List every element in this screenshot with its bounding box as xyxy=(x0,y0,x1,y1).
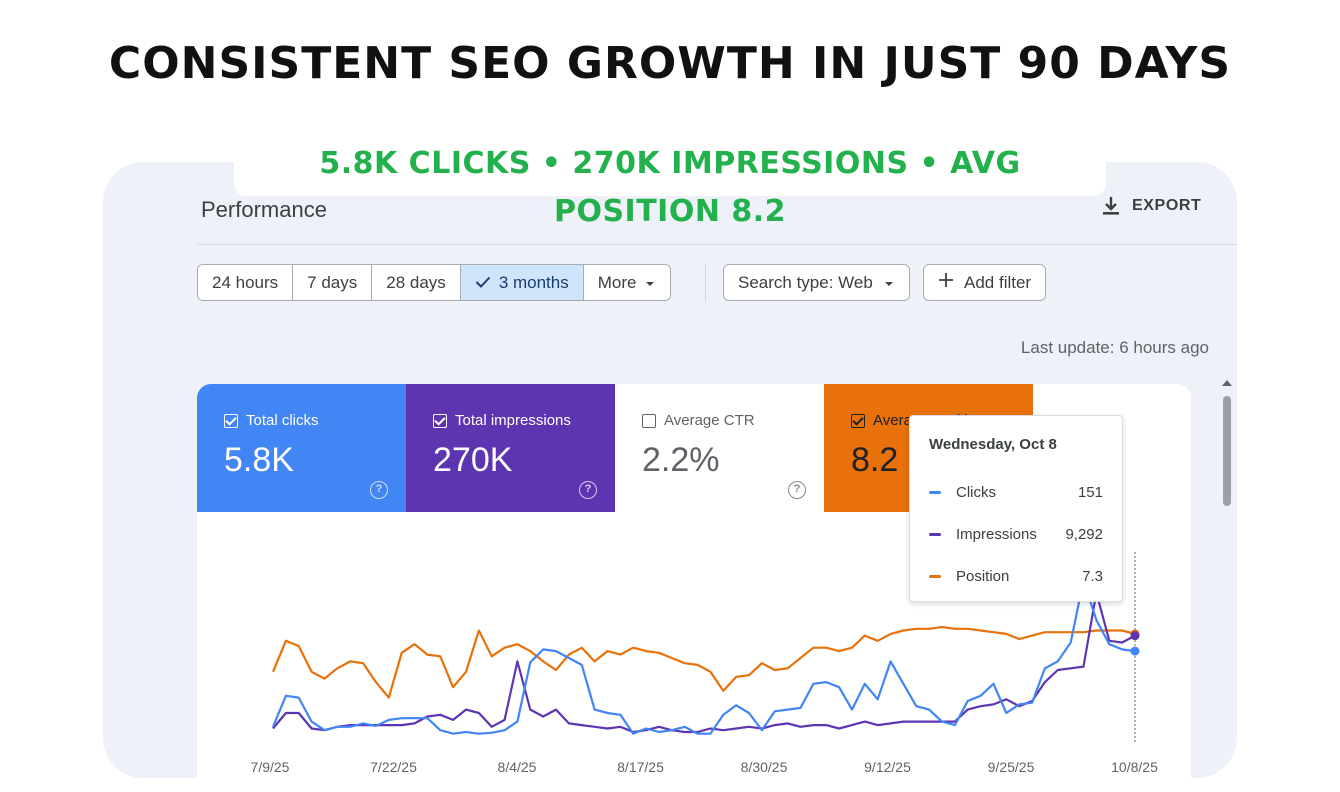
tooltip-row-impressions: Impressions 9,292 xyxy=(929,513,1103,555)
scrollbar[interactable] xyxy=(1218,376,1236,778)
x-tick-label: 8/30/25 xyxy=(741,759,788,775)
performance-chart: 7/9/25 7/22/25 8/4/25 8/17/25 8/30/25 9/12/25… xyxy=(251,552,1158,775)
clicks-line xyxy=(271,579,1136,735)
subheadline: 5.8K CLICKS • 270K IMPRESSIONS • AVG POS… xyxy=(234,140,1106,229)
x-tick-label: 7/22/25 xyxy=(370,759,417,775)
add-filter-button[interactable]: Add filter xyxy=(923,264,1047,301)
tooltip-row-position: Position 7.3 xyxy=(929,555,1103,597)
tooltip-row-clicks: Clicks 151 xyxy=(929,471,1103,513)
chart-tooltip: Wednesday, Oct 8 Clicks 151 Impressions … xyxy=(909,415,1123,602)
range-28-days[interactable]: 28 days xyxy=(372,265,461,300)
x-tick-label: 9/12/25 xyxy=(864,759,911,775)
plus-icon xyxy=(938,272,954,293)
help-icon[interactable]: ? xyxy=(370,481,388,499)
range-more-dropdown[interactable]: More xyxy=(583,265,671,300)
search-type-dropdown[interactable]: Search type: Web xyxy=(723,264,910,301)
clicks-point xyxy=(1130,646,1140,656)
checkbox-icon xyxy=(224,413,238,428)
impressions-point xyxy=(1130,631,1140,641)
impressions-line xyxy=(272,591,1136,734)
export-label: EXPORT xyxy=(1132,197,1202,214)
help-icon[interactable]: ? xyxy=(579,481,597,499)
position-legend-swatch xyxy=(929,574,941,578)
header-divider xyxy=(197,244,1237,245)
filter-separator xyxy=(705,264,706,301)
scroll-thumb[interactable] xyxy=(1223,396,1231,506)
x-tick-label: 10/8/25 xyxy=(1111,759,1158,775)
metric-average-ctr[interactable]: Average CTR 2.2% ? xyxy=(615,384,824,512)
last-update-text: Last update: 6 hours ago xyxy=(1020,338,1209,357)
x-tick-label: 9/25/25 xyxy=(988,759,1035,775)
metric-total-impressions[interactable]: Total impressions 270K ? xyxy=(406,384,615,512)
x-tick-label: 7/9/25 xyxy=(251,759,290,775)
page-title: Performance xyxy=(201,197,327,222)
export-button[interactable]: EXPORT xyxy=(1102,196,1201,216)
clicks-legend-swatch xyxy=(929,490,941,494)
chevron-down-icon xyxy=(644,273,656,293)
check-icon xyxy=(475,273,491,293)
date-range-group: 24 hours 7 days 28 days 3 months More xyxy=(197,264,672,301)
range-3-months[interactable]: 3 months xyxy=(460,265,584,300)
download-icon xyxy=(1102,196,1120,216)
checkbox-icon xyxy=(851,413,865,428)
range-24-hours[interactable]: 24 hours xyxy=(198,265,294,300)
help-icon[interactable]: ? xyxy=(788,481,806,499)
x-tick-label: 8/17/25 xyxy=(617,759,664,775)
scroll-up-icon[interactable] xyxy=(1222,380,1232,386)
checkbox-icon xyxy=(642,413,656,428)
impressions-legend-swatch xyxy=(929,532,941,536)
x-tick-label: 8/4/25 xyxy=(498,759,537,775)
checkbox-icon xyxy=(433,413,447,428)
range-7-days[interactable]: 7 days xyxy=(293,265,373,300)
headline: CONSISTENT SEO GROWTH IN JUST 90 DAYS xyxy=(108,38,1232,89)
tooltip-date: Wednesday, Oct 8 xyxy=(929,436,1057,453)
position-line xyxy=(271,625,1136,699)
chevron-down-icon xyxy=(883,273,895,293)
metric-total-clicks[interactable]: Total clicks 5.8K ? xyxy=(197,384,406,512)
